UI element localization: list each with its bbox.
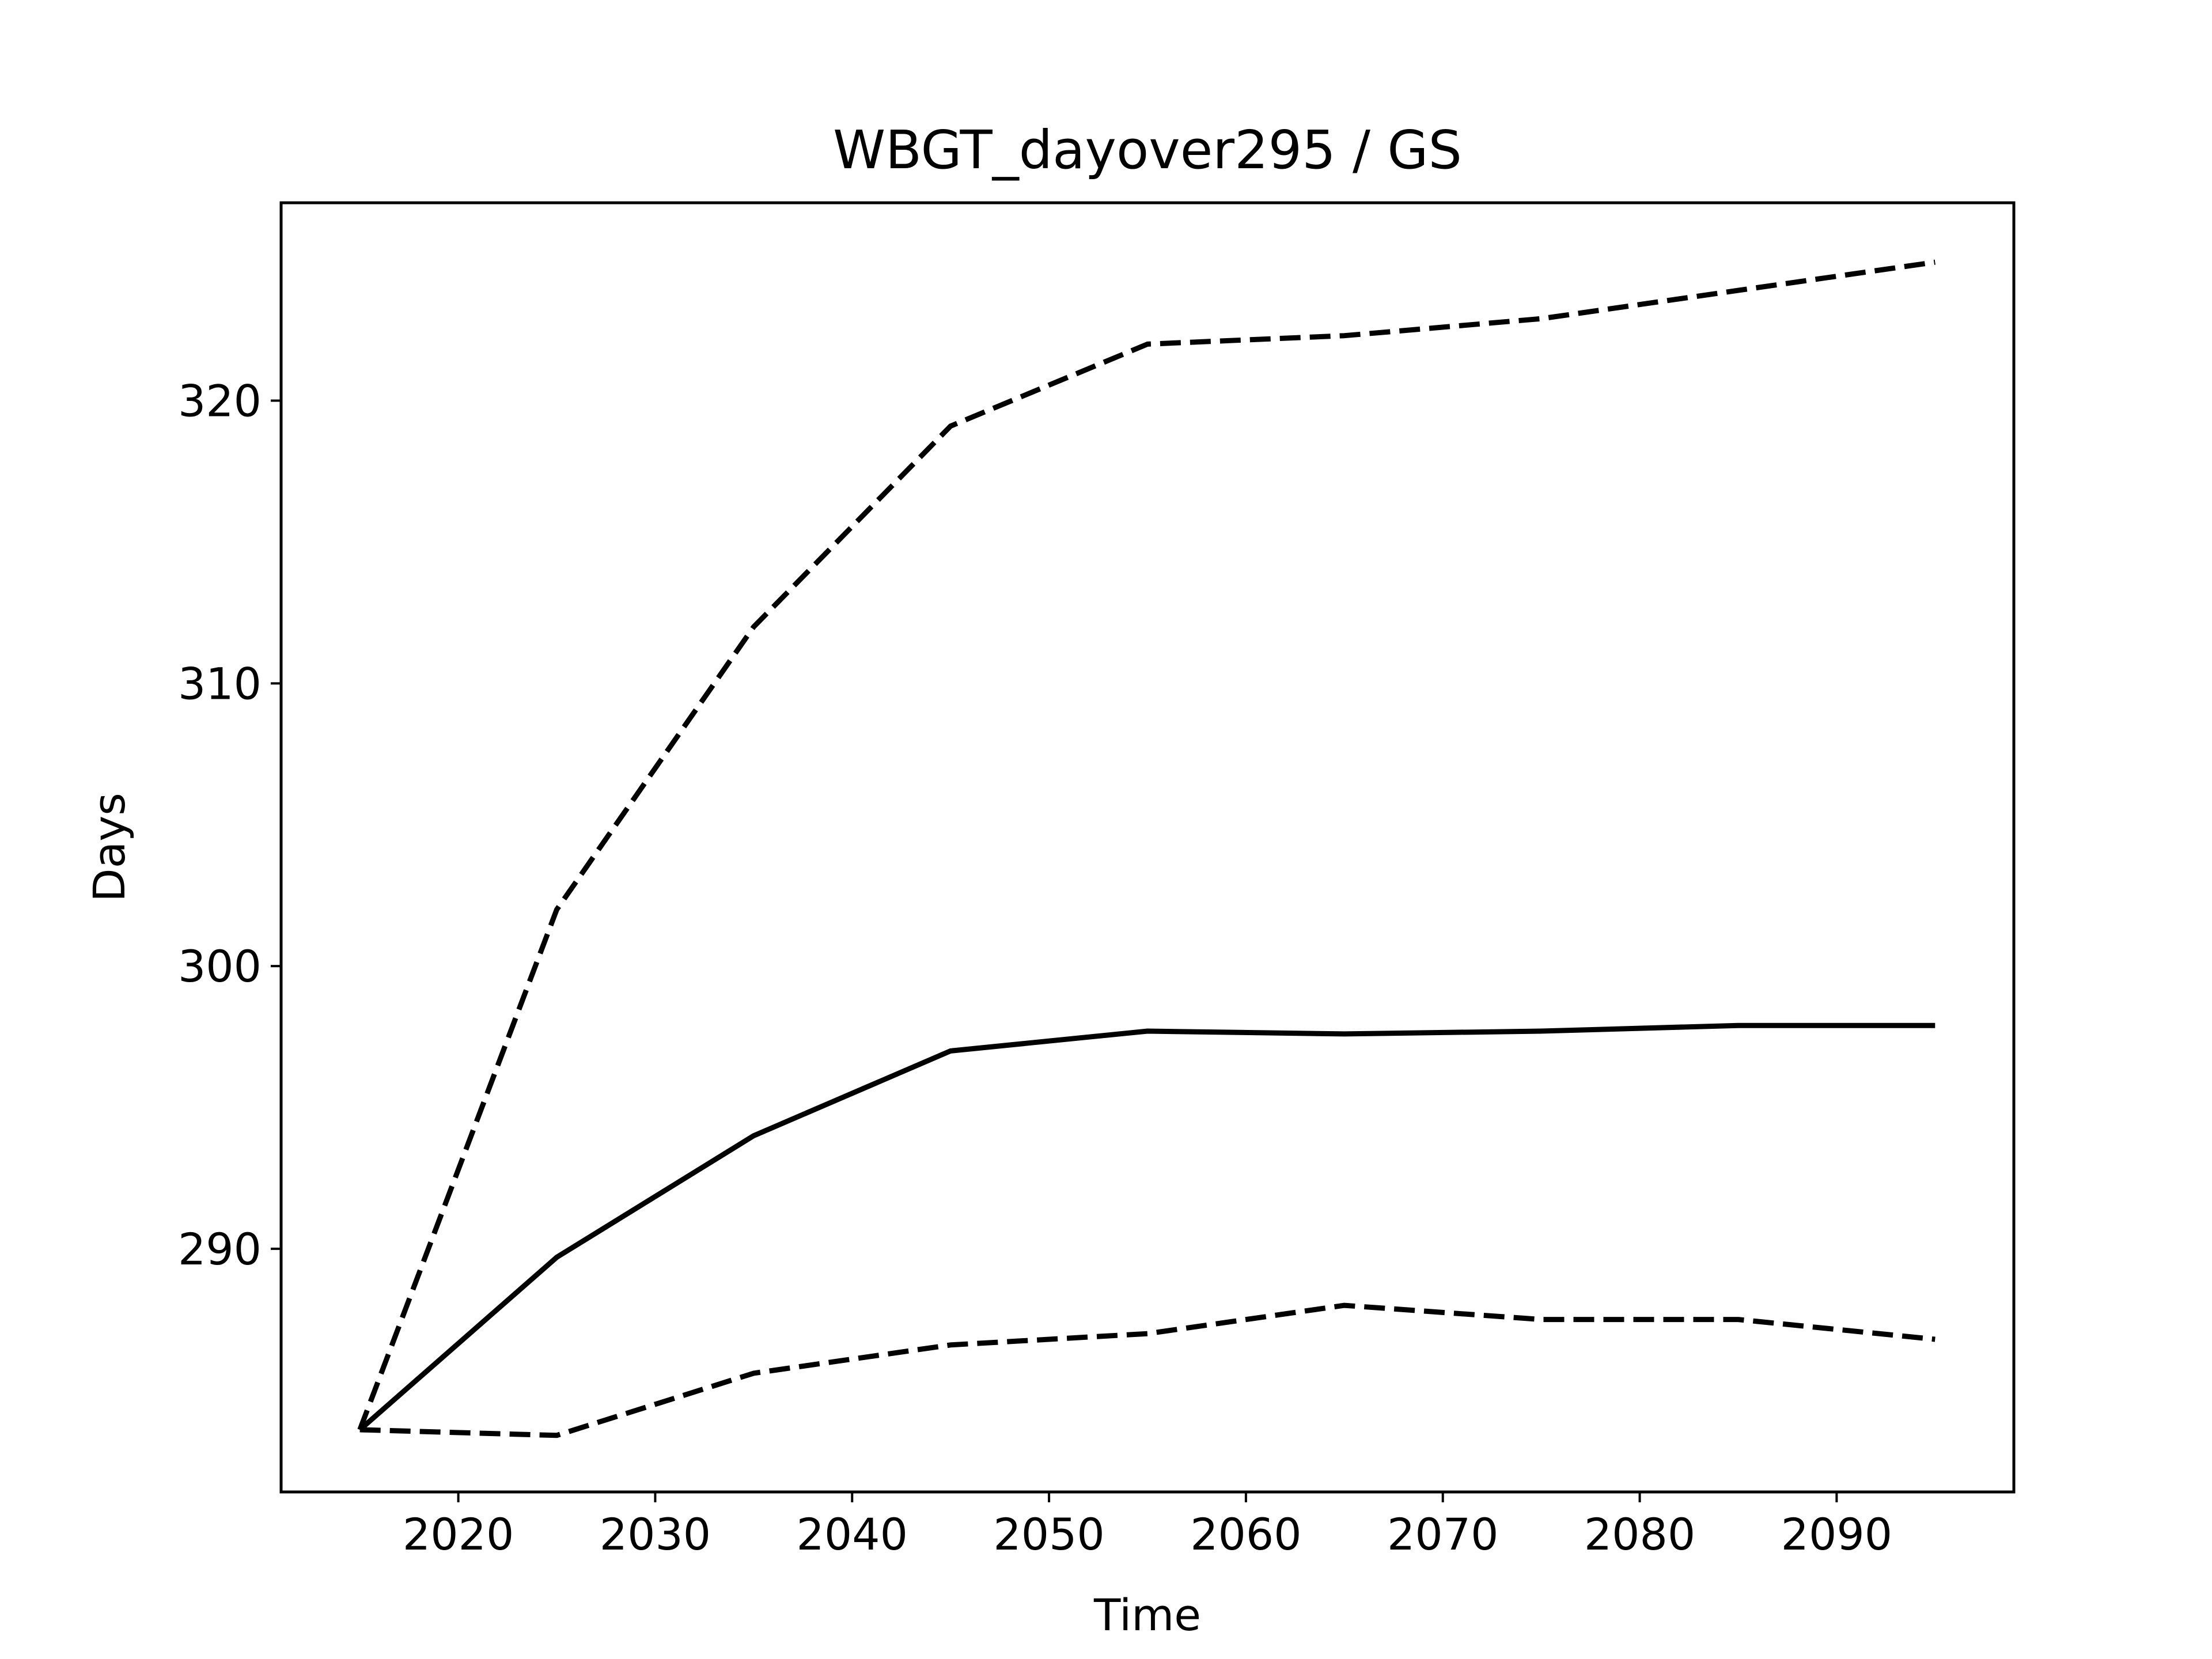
x-tick-label: 2090	[1781, 1509, 1892, 1560]
y-tick-label: 320	[178, 376, 262, 427]
y-axis-label: Days	[84, 793, 135, 902]
x-tick-label: 2030	[600, 1509, 711, 1560]
x-tick-label: 2060	[1190, 1509, 1301, 1560]
x-axis-label: Time	[1093, 1589, 1201, 1641]
series-layer	[357, 259, 1936, 1438]
x-tick-label: 2050	[993, 1509, 1104, 1560]
y-tick-label: 290	[178, 1224, 262, 1275]
series-line-3	[359, 1302, 1936, 1438]
x-tick-label: 2040	[797, 1509, 908, 1560]
chart-title: WBGT_dayover295 / GS	[833, 119, 1462, 181]
x-tick-label: 2020	[403, 1509, 514, 1560]
y-tick-label: 310	[178, 658, 262, 709]
y-axis-ticks: 290 300 310 320	[178, 376, 281, 1275]
series-line-2	[358, 1022, 1936, 1432]
x-tick-label: 2080	[1584, 1509, 1695, 1560]
x-axis-ticks: 2020 2030 2040 2050 2060 2070 2080 2090	[403, 1492, 1892, 1560]
plot-area-frame	[279, 201, 2016, 1494]
x-tick-label: 2070	[1387, 1509, 1498, 1560]
y-tick-label: 300	[178, 941, 262, 992]
series-line-1	[357, 259, 1936, 1431]
